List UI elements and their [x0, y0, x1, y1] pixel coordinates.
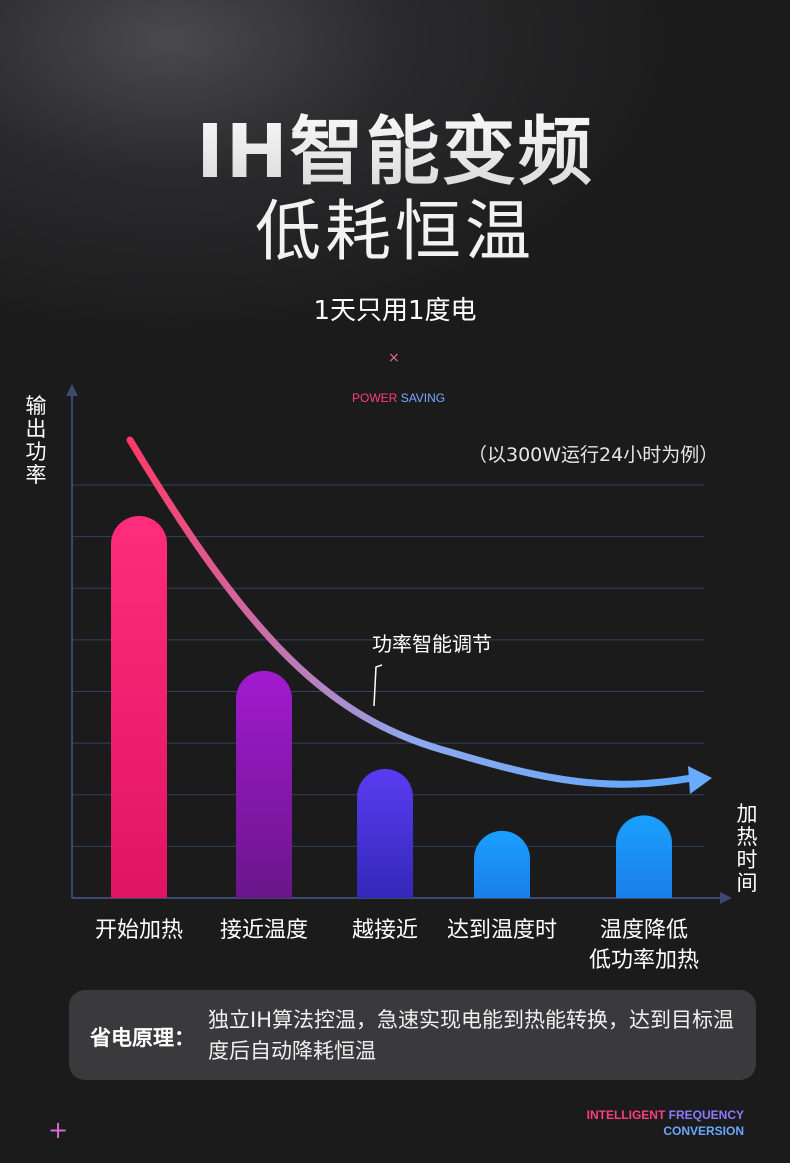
category-label: 温度降低 低功率加热: [588, 918, 699, 973]
footer-word2: FREQUENCY: [668, 1108, 744, 1122]
headline: 1天只用1度电: [313, 296, 477, 326]
annotation-pointer: [373, 664, 383, 707]
page-title: IH智能变频: [0, 92, 790, 199]
category-label: 达到温度时: [446, 918, 557, 943]
y-axis-label: 输出功率: [25, 394, 47, 487]
bar-3: [357, 768, 413, 898]
power-saving-word2: SAVING: [400, 391, 446, 405]
x-axis-label: 加热时间: [736, 802, 758, 895]
page-subtitle: 低耗恒温: [255, 193, 535, 270]
bar-5: [616, 815, 673, 898]
power-saving-tag: POWER SAVING: [352, 391, 445, 405]
category-label: 接近温度: [219, 918, 308, 943]
x-axis-arrow-icon: [720, 892, 732, 904]
category-label: 越接近: [351, 918, 418, 943]
plus-icon: +: [48, 1116, 69, 1144]
bar-2: [236, 670, 292, 898]
principle-label: 省电原理：: [90, 1026, 195, 1050]
principle-panel: [69, 990, 756, 1080]
footer-tag: INTELLIGENT FREQUENCY CONVERSION: [560, 1107, 744, 1139]
bar-4: [474, 830, 530, 898]
category-label: 开始加热: [94, 918, 183, 943]
chart-bars: [111, 515, 673, 898]
curve-arrow-icon: [688, 766, 712, 794]
footer-word1: INTELLIGENT: [586, 1108, 666, 1122]
bar-1: [111, 515, 167, 898]
curve-annotation: 功率智能调节: [372, 632, 492, 656]
power-curve-line: [126, 436, 696, 788]
cross-icon: ×: [388, 350, 400, 366]
footer-word3: CONVERSION: [663, 1124, 744, 1138]
example-note: （以300W运行24小时为例）: [468, 444, 719, 466]
principle-text: 独立IH算法控温，急速实现电能到热能转换，达到目标温度后自动降耗恒温: [208, 1008, 734, 1063]
power-saving-word1: POWER: [352, 391, 398, 405]
y-axis-arrow-icon: [66, 384, 78, 396]
power-curve: [126, 436, 712, 794]
